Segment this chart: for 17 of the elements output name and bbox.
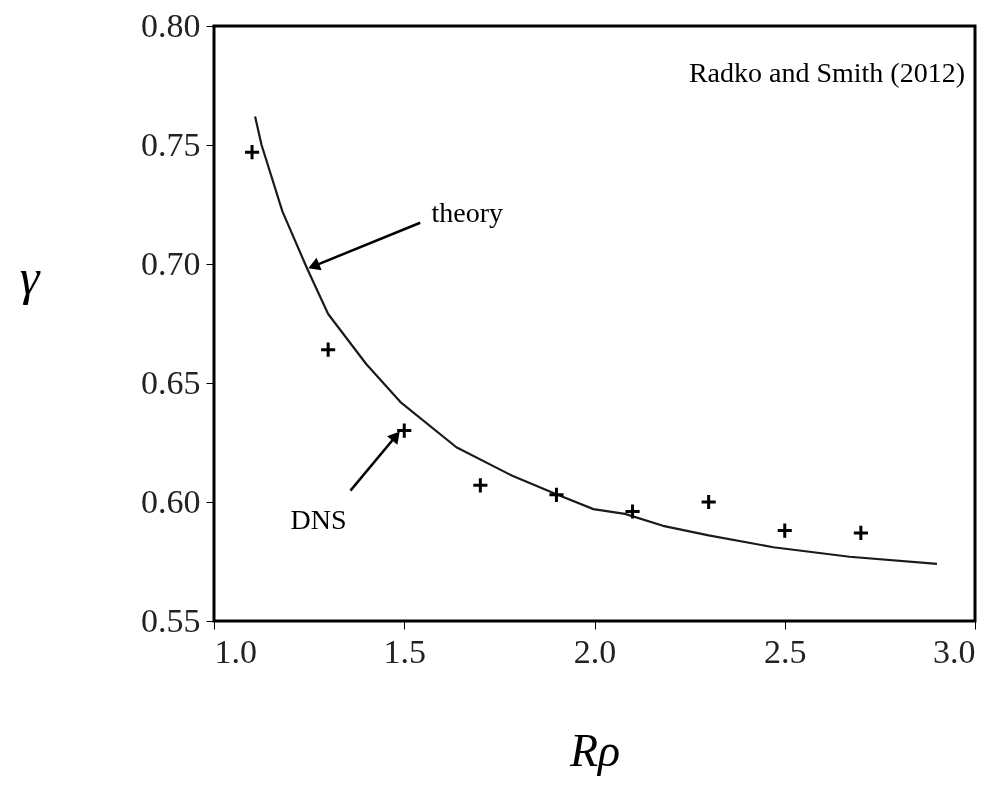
x-tick-label: 1.0 (214, 632, 257, 670)
y-tick-label: 0.70 (141, 244, 201, 282)
y-tick-label: 0.80 (141, 6, 201, 44)
line-series (253, 115, 939, 565)
annotation: theory (431, 196, 503, 228)
x-axis-title: Rρ (568, 724, 621, 776)
y-tick-label: 0.75 (141, 125, 201, 163)
annotation: DNS (290, 503, 347, 535)
y-tick-label: 0.65 (141, 363, 201, 401)
y-tick-label: 0.60 (141, 482, 201, 520)
y-tick-label: 0.55 (141, 601, 201, 639)
x-tick-label: 1.5 (383, 632, 426, 670)
y-axis-title: γ (19, 249, 41, 305)
x-tick-label: 2.0 (573, 632, 617, 670)
annotation: Radko and Smith (2012) (688, 57, 965, 88)
x-tick-label: 2.5 (764, 632, 807, 670)
x-tick-label: 3.0 (933, 632, 976, 670)
